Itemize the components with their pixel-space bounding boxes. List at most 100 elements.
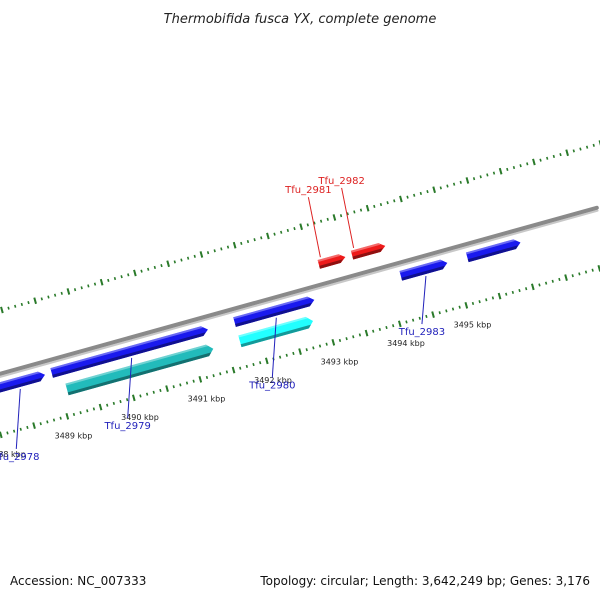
feature-shade — [0, 377, 43, 395]
tick-mark — [12, 429, 16, 433]
gene-label-tfu-2978[interactable]: Tfu_2978 — [0, 452, 39, 463]
tick-mark — [47, 295, 50, 299]
tick-mark — [472, 177, 476, 181]
tick-mark — [485, 298, 488, 302]
tick-mark — [185, 381, 189, 385]
tick-mark — [438, 311, 441, 315]
tick-mark — [305, 348, 308, 352]
scale-label: 3488 kbp — [0, 450, 26, 459]
feature-shade — [467, 245, 519, 263]
tick-mark — [492, 171, 496, 175]
tick-mark — [293, 227, 296, 231]
tick-mark — [225, 370, 229, 374]
feature-tfu-2982-reverse[interactable] — [350, 242, 387, 260]
tick-mark — [140, 269, 143, 273]
tick-mark — [552, 154, 555, 158]
tick-mark — [40, 297, 43, 301]
scale-label: 3492 kbp — [254, 376, 292, 385]
tick-mark — [126, 398, 129, 402]
tick-mark — [119, 399, 122, 404]
feature-shade — [52, 332, 206, 378]
tick-mark — [378, 327, 382, 331]
leader-line — [127, 357, 133, 418]
feature-tfu-2981-reverse[interactable] — [317, 253, 347, 269]
tick-mark — [345, 337, 348, 341]
tick-mark — [578, 272, 581, 276]
gene-label-tfu-2979[interactable]: Tfu_2979 — [103, 421, 150, 432]
scale-label: 3491 kbp — [188, 394, 226, 403]
scale-label: 3490 kbp — [121, 413, 159, 422]
tick-mark — [313, 221, 316, 225]
feature-tfu-2980-forward[interactable] — [233, 295, 315, 327]
feature-highlight — [50, 326, 204, 371]
tick-mark — [273, 232, 276, 236]
tick-mark — [212, 374, 215, 378]
tick-mark — [286, 228, 289, 232]
tick-mark — [7, 306, 10, 310]
feature-highlight — [465, 239, 516, 255]
tick-mark — [339, 214, 343, 218]
feature-tfu-2984-forward[interactable] — [465, 238, 522, 263]
feature-highlight — [238, 316, 308, 338]
tick-mark — [213, 249, 216, 253]
tick-mark — [179, 383, 182, 387]
tick-mark — [65, 412, 70, 420]
tick-mark — [99, 278, 104, 286]
tick-mark — [352, 335, 355, 339]
scale-label: 3489 kbp — [55, 431, 93, 440]
feature-tfu-2983-forward[interactable] — [399, 258, 448, 281]
tick-mark — [506, 167, 509, 171]
tick-mark — [253, 238, 256, 242]
tick-mark — [106, 403, 109, 407]
tick-mark — [458, 305, 461, 309]
scale-label: 3493 kbp — [321, 357, 359, 366]
tick-mark — [239, 366, 242, 370]
tick-mark — [260, 236, 263, 240]
tick-mark — [60, 291, 63, 295]
tick-mark — [579, 147, 582, 151]
tick-mark — [392, 324, 395, 328]
tick-mark — [546, 156, 549, 160]
leader-line — [421, 276, 427, 325]
tick-mark — [266, 232, 270, 240]
gene-label-tfu-2982[interactable]: Tfu_2982 — [317, 176, 364, 187]
tick-mark — [538, 283, 541, 287]
tick-mark — [153, 265, 156, 269]
feature-tfu-2979-forward[interactable] — [50, 325, 209, 378]
gene-label-tfu-2983[interactable]: Tfu_2983 — [398, 327, 445, 338]
tick-mark — [98, 403, 103, 411]
feature-highlight — [65, 344, 209, 386]
leader-line — [271, 317, 277, 378]
feature-highlight — [0, 371, 41, 387]
feature-tfu-2979-inner[interactable] — [65, 343, 215, 396]
tick-mark — [431, 311, 435, 318]
scale-label: 3495 kbp — [454, 320, 492, 329]
tick-mark — [165, 385, 169, 392]
tick-mark — [406, 195, 409, 199]
tick-mark — [240, 241, 243, 245]
feature-highlight — [233, 296, 310, 320]
tick-mark — [465, 177, 470, 184]
tick-mark — [464, 301, 469, 309]
tick-mark — [358, 333, 362, 337]
tick-mark — [159, 388, 162, 393]
tick-mark — [491, 296, 495, 300]
tick-mark — [532, 158, 536, 166]
scale-label: 3494 kbp — [387, 339, 425, 348]
tick-mark — [439, 186, 442, 190]
tick-mark — [451, 307, 455, 311]
tick-mark — [220, 247, 223, 251]
tick-mark — [397, 320, 402, 328]
gene-label-tfu-2980[interactable]: Tfu_2980 — [248, 381, 295, 392]
tick-mark — [186, 256, 190, 260]
feature-shade — [235, 302, 312, 327]
tick-mark — [173, 260, 176, 264]
tick-mark — [565, 149, 569, 157]
tick-mark — [379, 202, 383, 207]
gene-label-tfu-2981[interactable]: Tfu_2981 — [284, 185, 331, 196]
feature-tfu-2978-forward[interactable] — [0, 370, 46, 395]
feature-shade — [67, 352, 212, 396]
tick-mark — [572, 149, 575, 153]
tick-mark — [145, 392, 149, 396]
tick-mark — [585, 145, 589, 149]
